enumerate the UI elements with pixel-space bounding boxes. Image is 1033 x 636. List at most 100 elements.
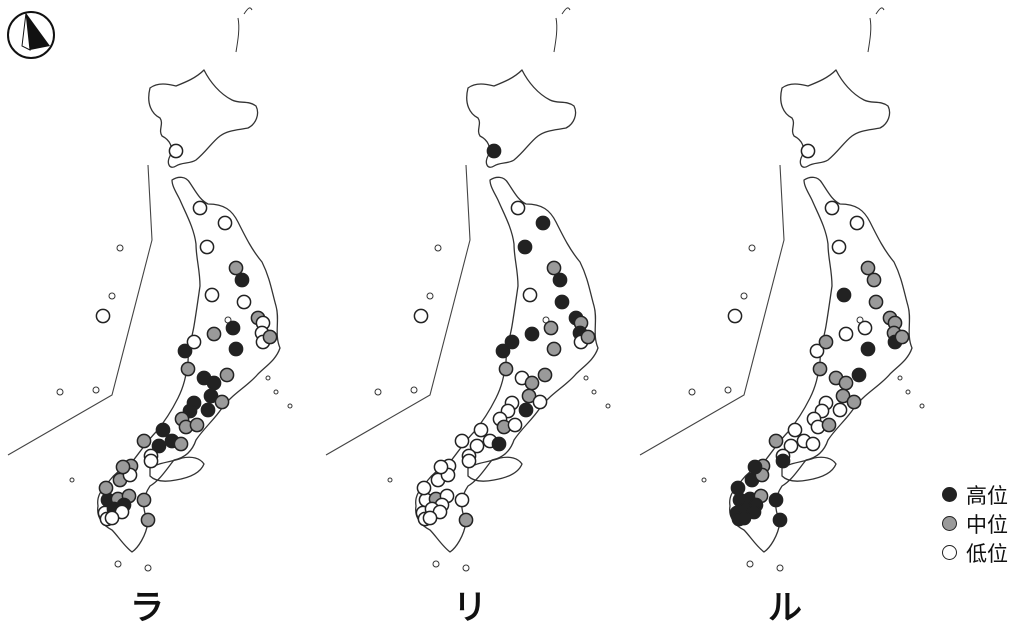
station-marker-mid — [136, 492, 152, 508]
low-marker-icon — [942, 545, 957, 560]
station-marker-mid — [812, 361, 828, 377]
small-island — [905, 389, 911, 395]
small-island — [919, 403, 925, 409]
station-marker-mid — [835, 388, 851, 404]
station-marker-low — [473, 422, 489, 438]
station-marker-low — [199, 239, 215, 255]
station-marker-low — [433, 459, 449, 475]
small-island — [688, 388, 696, 396]
station-marker-high — [772, 512, 788, 528]
panel-label-ra: ラ — [130, 588, 164, 628]
station-marker-high — [518, 402, 534, 418]
station-marker-mid — [521, 388, 537, 404]
station-marker-high — [495, 343, 511, 359]
station-marker-high — [552, 272, 568, 288]
station-marker-low — [143, 453, 159, 469]
station-marker-high — [736, 510, 752, 526]
station-marker-low — [532, 394, 548, 410]
station-marker-low — [849, 215, 865, 231]
small-island — [410, 386, 418, 394]
small-island — [432, 560, 440, 568]
station-marker-low — [454, 433, 470, 449]
station-marker-mid — [206, 326, 222, 342]
boundary-line — [639, 164, 785, 456]
map-panel-1 — [7, 7, 293, 572]
station-marker-mid — [543, 320, 559, 336]
small-island — [746, 560, 754, 568]
north-arrow-icon — [7, 11, 55, 59]
station-marker-mid — [524, 375, 540, 391]
station-marker-mid — [498, 361, 514, 377]
station-marker-high — [836, 287, 852, 303]
small-island — [387, 477, 393, 483]
station-marker-mid — [860, 260, 876, 276]
small-island — [273, 389, 279, 395]
station-marker-mid — [228, 260, 244, 276]
station-marker-low — [727, 308, 743, 324]
legend-item-high: 高位 — [942, 480, 1030, 509]
small-island — [108, 292, 116, 300]
panel-label-ru: ル — [768, 588, 802, 628]
station-marker-high — [504, 334, 520, 350]
station-marker-high — [228, 341, 244, 357]
station-marker-low — [824, 200, 840, 216]
station-marker-mid — [458, 512, 474, 528]
station-marker-mid — [189, 417, 205, 433]
hokkaido-outline — [148, 69, 259, 168]
station-marker-low — [236, 294, 252, 310]
station-marker-low — [838, 326, 854, 342]
station-marker-low — [809, 343, 825, 359]
station-marker-mid — [894, 329, 910, 345]
small-island — [56, 388, 64, 396]
shikoku-outline — [781, 456, 837, 482]
station-marker-low — [857, 320, 873, 336]
station-marker-low — [787, 422, 803, 438]
legend-label-low: 低位 — [966, 541, 1008, 566]
legend-item-low: 低位 — [942, 538, 1030, 567]
station-marker-high — [177, 343, 193, 359]
station-marker-high — [768, 492, 784, 508]
station-marker-high — [860, 341, 876, 357]
station-marker-high — [535, 215, 551, 231]
shikoku-outline — [149, 456, 205, 482]
map-panel-3 — [639, 7, 925, 572]
station-marker-high — [554, 294, 570, 310]
small-island — [114, 560, 122, 568]
station-marker-low — [192, 200, 208, 216]
station-marker-low — [461, 453, 477, 469]
mid-marker-icon — [942, 516, 957, 531]
small-island — [701, 477, 707, 483]
station-marker-high — [524, 326, 540, 342]
station-marker-high — [517, 239, 533, 255]
station-marker-mid — [768, 433, 784, 449]
small-island — [897, 375, 903, 381]
station-marker-mid — [214, 394, 230, 410]
station-marker-mid — [818, 334, 834, 350]
legend-label-mid: 中位 — [966, 512, 1008, 537]
small-island — [605, 403, 611, 409]
small-island — [462, 564, 470, 572]
small-island — [426, 292, 434, 300]
small-island — [434, 244, 442, 252]
station-marker-high — [151, 438, 167, 454]
boundary-line — [7, 164, 153, 456]
legend-label-high: 高位 — [966, 483, 1008, 508]
station-marker-high — [225, 320, 241, 336]
station-marker-high — [491, 436, 507, 452]
honshu-kyushu-outline — [729, 176, 913, 553]
station-marker-mid — [136, 433, 152, 449]
station-marker-low — [416, 480, 432, 496]
station-marker-low — [783, 438, 799, 454]
small-island — [265, 375, 271, 381]
station-marker-low — [522, 287, 538, 303]
map-panel-2 — [325, 7, 611, 572]
station-marker-high — [234, 272, 250, 288]
station-marker-low — [95, 308, 111, 324]
station-marker-low — [469, 438, 485, 454]
station-marker-mid — [140, 512, 156, 528]
station-marker-low — [168, 143, 184, 159]
shikoku-outline — [467, 456, 523, 482]
small-island — [776, 564, 784, 572]
small-island — [740, 292, 748, 300]
